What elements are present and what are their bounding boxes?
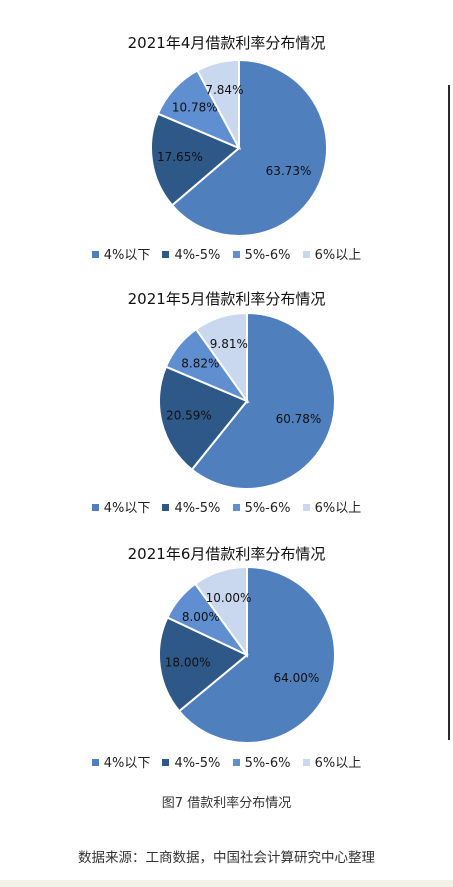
legend-swatch xyxy=(302,504,310,511)
bottom-strip xyxy=(0,880,453,887)
legend-june: 4%以下 4%-5% 5%-6% 6%以上 xyxy=(0,752,453,771)
chart-title-may: 2021年5月借款利率分布情况 xyxy=(127,290,326,308)
legend-swatch xyxy=(232,759,240,766)
slice-data-label: 63.73% xyxy=(266,164,312,178)
pie-chart-may: 60.78% 20.59% 8.82% 9.81% xyxy=(158,311,336,490)
legend-item: 4%以下 xyxy=(91,497,151,516)
legend-item: 5%-6% xyxy=(232,756,291,771)
slice-data-label: 18.00% xyxy=(165,655,211,669)
slice-below-4pct xyxy=(190,311,336,490)
slice-above-6pct xyxy=(193,565,248,659)
legend-label: 5%-6% xyxy=(244,756,291,771)
legend-swatch xyxy=(162,251,170,258)
legend-swatch xyxy=(162,504,170,511)
legend-item: 4%以下 xyxy=(91,752,151,771)
legend-item: 6%以上 xyxy=(302,244,362,263)
legend-label: 4%-5% xyxy=(174,248,221,263)
slice-below-4pct xyxy=(177,565,336,744)
legend-swatch xyxy=(91,759,99,766)
slice-data-label: 60.78% xyxy=(276,412,322,426)
legend-swatch xyxy=(91,251,99,258)
legend-april: 4%以下 4%-5% 5%-6% 6%以上 xyxy=(0,244,453,263)
pie-chart-june: 64.00% 18.00% 8.00% 10.00% xyxy=(158,565,336,744)
legend-label: 6%以上 xyxy=(314,248,362,263)
chart-title-april: 2021年4月借款利率分布情况 xyxy=(127,34,326,52)
slice-data-label: 10.78% xyxy=(172,101,218,115)
slice-data-label: 17.65% xyxy=(157,150,203,164)
slice-4-5pct xyxy=(150,112,241,207)
legend-label: 5%-6% xyxy=(244,248,291,263)
legend-label: 4%以下 xyxy=(103,501,151,516)
slice-data-label: 8.00% xyxy=(182,610,220,624)
legend-label: 4%以下 xyxy=(103,248,151,263)
legend-may: 4%以下 4%-5% 5%-6% 6%以上 xyxy=(0,497,453,516)
slice-data-label: 20.59% xyxy=(166,409,212,423)
legend-item: 6%以上 xyxy=(302,497,362,516)
figure-caption: 图7 借款利率分布情况 xyxy=(161,796,292,811)
legend-swatch xyxy=(302,251,310,258)
legend-swatch xyxy=(162,759,170,766)
slice-data-label: 9.81% xyxy=(210,337,248,351)
slice-above-6pct xyxy=(194,311,248,405)
legend-label: 4%以下 xyxy=(103,756,151,771)
legend-label: 5%-6% xyxy=(244,501,291,516)
legend-swatch xyxy=(232,251,240,258)
legend-label: 4%-5% xyxy=(174,756,221,771)
slice-data-label: 10.00% xyxy=(206,591,252,605)
pie-chart-april: 63.73% 17.65% 10.78% 7.84% xyxy=(150,58,328,237)
legend-item: 4%-5% xyxy=(162,501,220,516)
legend-label: 4%-5% xyxy=(174,501,221,516)
slice-data-label: 64.00% xyxy=(273,671,319,685)
slice-below-4pct xyxy=(170,58,328,237)
legend-swatch xyxy=(302,759,310,766)
legend-label: 6%以上 xyxy=(314,501,362,516)
legend-item: 5%-6% xyxy=(232,501,291,516)
slice-data-label: 7.84% xyxy=(205,83,243,97)
data-source-note: 数据来源：工商数据，中国社会计算研究中心整理 xyxy=(78,850,375,866)
slice-above-6pct xyxy=(196,58,240,149)
legend-item: 5%-6% xyxy=(232,248,291,263)
right-border-line xyxy=(448,85,450,740)
legend-label: 6%以上 xyxy=(314,756,362,771)
slice-4-5pct xyxy=(158,616,249,713)
legend-swatch xyxy=(91,504,99,511)
legend-swatch xyxy=(232,504,240,511)
legend-item: 4%-5% xyxy=(162,756,220,771)
legend-item: 4%-5% xyxy=(162,248,220,263)
legend-item: 6%以上 xyxy=(302,752,362,771)
legend-item: 4%以下 xyxy=(91,244,151,263)
chart-title-june: 2021年6月借款利率分布情况 xyxy=(127,545,326,563)
slice-data-label: 8.82% xyxy=(181,356,219,370)
